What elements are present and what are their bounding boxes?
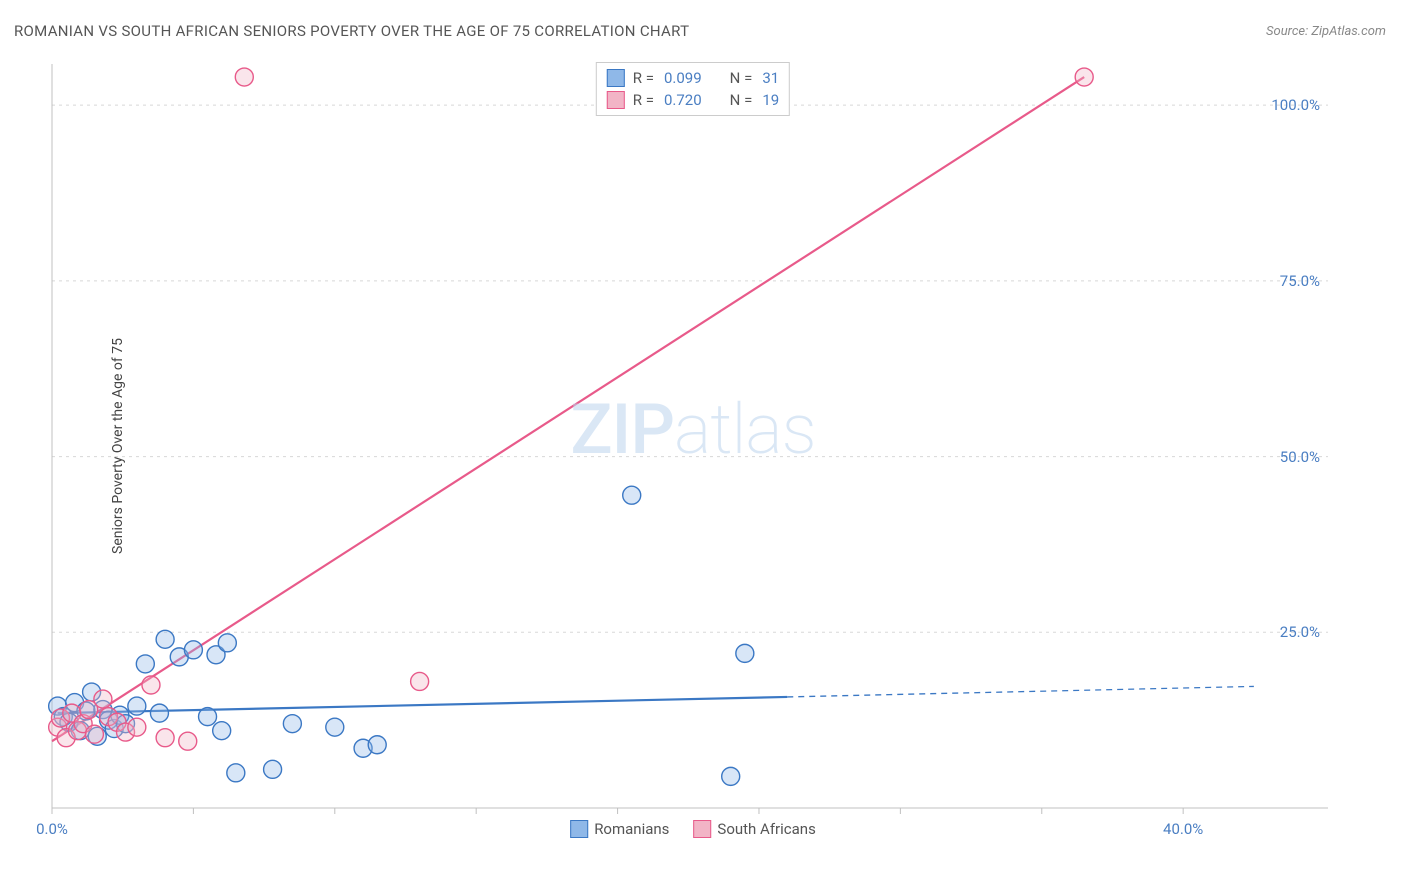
x-tick-label: 40.0%: [1163, 820, 1203, 838]
legend-r-label: R =: [633, 69, 654, 87]
legend-r-value: 0.720: [664, 91, 702, 109]
source-attribution: Source: ZipAtlas.com: [1266, 24, 1386, 39]
y-tick-label: 100.0%: [1271, 96, 1320, 114]
legend-item: South Africans: [693, 820, 815, 838]
chart-area: ZIPatlas R =0.099N =31R =0.720N =19 Roma…: [48, 60, 1338, 830]
legend-n-label: N =: [730, 69, 753, 87]
series-legend: Romanians South Africans: [570, 820, 816, 838]
chart-title: ROMANIAN VS SOUTH AFRICAN SENIORS POVERT…: [14, 22, 689, 40]
legend-r-label: R =: [633, 91, 654, 109]
legend-r-value: 0.099: [664, 69, 702, 87]
y-tick-label: 75.0%: [1280, 272, 1320, 290]
legend-swatch: [607, 91, 625, 109]
y-tick-label: 25.0%: [1280, 623, 1320, 641]
legend-label: Romanians: [594, 820, 669, 838]
legend-swatch: [693, 820, 711, 838]
legend-n-value: 31: [762, 69, 779, 87]
legend-n-label: N =: [730, 91, 753, 109]
legend-n-value: 19: [762, 91, 779, 109]
legend-swatch: [570, 820, 588, 838]
legend-swatch: [607, 69, 625, 87]
legend-item: Romanians: [570, 820, 669, 838]
legend-row: R = 0.720 N = 19: [607, 89, 779, 111]
legend-row: R = 0.099 N = 31: [607, 67, 779, 89]
scatter-chart: [48, 60, 1338, 830]
correlation-legend: R = 0.099 N = 31 R = 0.720 N = 19: [596, 62, 790, 116]
legend-label: South Africans: [717, 820, 815, 838]
y-tick-label: 50.0%: [1280, 448, 1320, 466]
x-tick-label: 0.0%: [36, 820, 68, 838]
